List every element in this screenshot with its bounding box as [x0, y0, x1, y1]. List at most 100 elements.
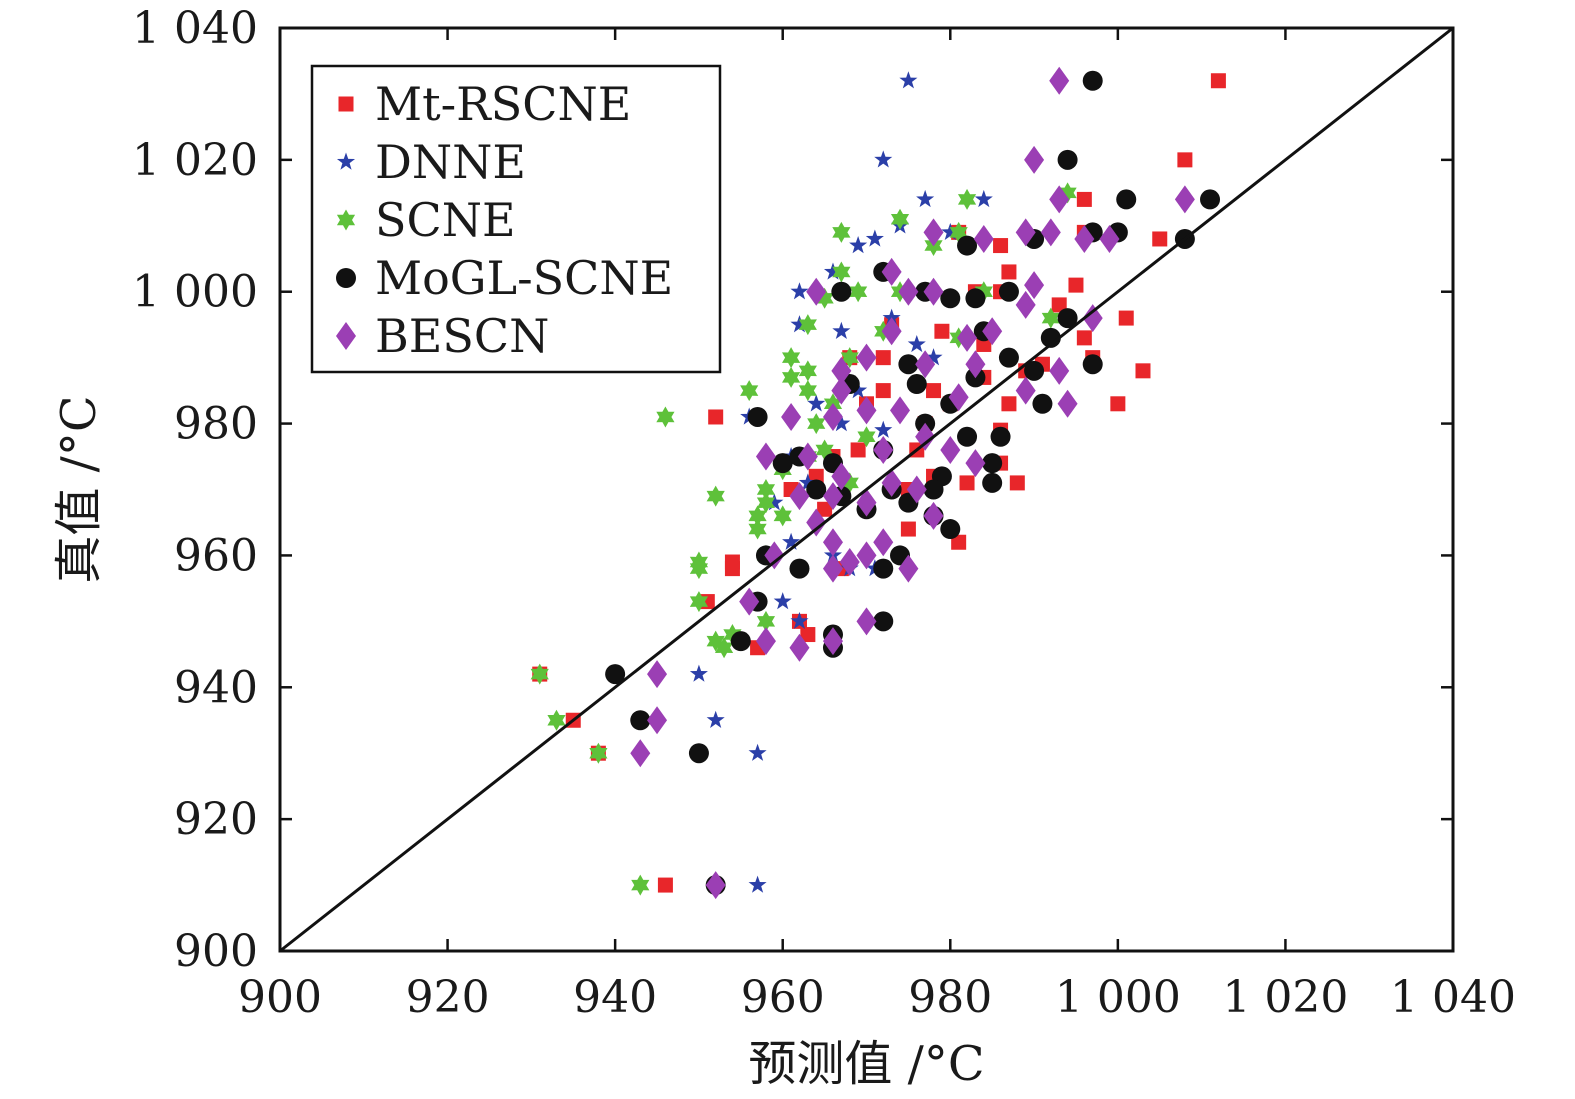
data-point — [875, 383, 891, 399]
data-point — [789, 633, 810, 662]
legend-item: SCNE — [336, 193, 516, 247]
data-point — [1076, 330, 1092, 346]
legend-marker — [336, 209, 356, 231]
data-point — [924, 348, 943, 366]
data-point — [689, 591, 709, 613]
plot-frame — [278, 26, 1455, 953]
legend-item: Mt-RSCNE — [338, 77, 631, 131]
y-axis-title: 真值 /°C — [51, 395, 107, 583]
data-point — [926, 383, 942, 399]
data-point — [822, 627, 843, 656]
data-point — [822, 528, 843, 557]
y-tick-label: 1 000 — [132, 267, 258, 318]
data-point — [832, 221, 851, 243]
data-point — [689, 558, 709, 580]
data-point — [915, 422, 936, 451]
data-point — [790, 282, 809, 300]
data-point — [822, 402, 843, 431]
data-point — [790, 315, 809, 333]
data-point — [1177, 152, 1193, 168]
data-point — [957, 426, 978, 447]
data-point — [748, 518, 767, 540]
data-point — [798, 314, 817, 336]
y-tick-label: 980 — [174, 399, 258, 450]
data-point — [1174, 185, 1195, 214]
data-point — [656, 406, 675, 428]
data-point — [708, 409, 724, 425]
data-point — [797, 442, 818, 471]
data-point — [773, 505, 792, 527]
data-point — [850, 442, 866, 458]
y-tick-label: 960 — [174, 530, 258, 581]
data-point — [941, 222, 960, 241]
data-point — [765, 493, 784, 511]
data-point — [856, 607, 877, 636]
data-point — [856, 488, 877, 517]
data-point — [965, 288, 986, 309]
data-point — [1049, 185, 1070, 214]
data-point — [530, 663, 549, 685]
data-point — [831, 462, 852, 491]
data-point — [998, 347, 1019, 368]
data-point — [605, 664, 626, 685]
data-point — [1049, 66, 1070, 95]
data-point — [1057, 149, 1078, 170]
x-tick-label: 940 — [573, 972, 657, 1023]
data-point — [748, 505, 767, 527]
data-point — [998, 281, 1019, 302]
data-point — [748, 875, 767, 893]
legend-item: DNNE — [336, 135, 526, 189]
data-point — [790, 611, 809, 630]
data-point — [873, 558, 894, 579]
data-point — [1001, 396, 1017, 412]
data-point — [747, 406, 768, 427]
data-point — [755, 442, 776, 471]
data-point — [1068, 277, 1084, 293]
data-point — [957, 323, 978, 352]
data-point — [831, 356, 852, 385]
data-point — [1082, 304, 1103, 333]
data-point — [982, 453, 1003, 474]
y-tick-label: 940 — [174, 662, 258, 713]
x-tick-label: 980 — [908, 972, 992, 1023]
data-point — [934, 323, 950, 339]
data-point — [798, 360, 817, 382]
data-point — [849, 281, 868, 303]
data-point — [1015, 218, 1036, 247]
data-point — [822, 482, 843, 511]
data-point — [706, 485, 725, 507]
x-tick-label: 920 — [406, 972, 490, 1023]
data-point — [755, 627, 776, 656]
data-point — [840, 347, 859, 369]
legend-label: DNNE — [375, 135, 526, 189]
data-point — [874, 150, 893, 168]
data-point — [688, 743, 709, 764]
data-point — [1200, 189, 1221, 210]
data-point — [832, 321, 851, 339]
data-point — [839, 548, 860, 577]
data-point — [965, 449, 986, 478]
data-point — [657, 877, 673, 893]
data-point — [940, 519, 961, 540]
data-point — [630, 710, 651, 731]
data-point — [647, 660, 668, 689]
data-point — [1057, 308, 1078, 329]
data-point — [832, 414, 851, 432]
data-point — [906, 475, 927, 504]
data-point — [1041, 307, 1060, 329]
x-tick-label: 1 020 — [1222, 972, 1348, 1023]
data-point — [957, 235, 978, 256]
data-point — [881, 317, 902, 346]
legend-label: Mt-RSCNE — [375, 77, 631, 131]
data-point — [890, 396, 911, 425]
data-point — [705, 871, 726, 900]
data-point — [723, 624, 742, 646]
data-point — [740, 380, 759, 402]
data-point — [782, 347, 801, 369]
data-point — [756, 610, 776, 632]
data-point — [907, 334, 926, 353]
data-point — [1058, 182, 1077, 204]
data-point — [881, 468, 902, 497]
